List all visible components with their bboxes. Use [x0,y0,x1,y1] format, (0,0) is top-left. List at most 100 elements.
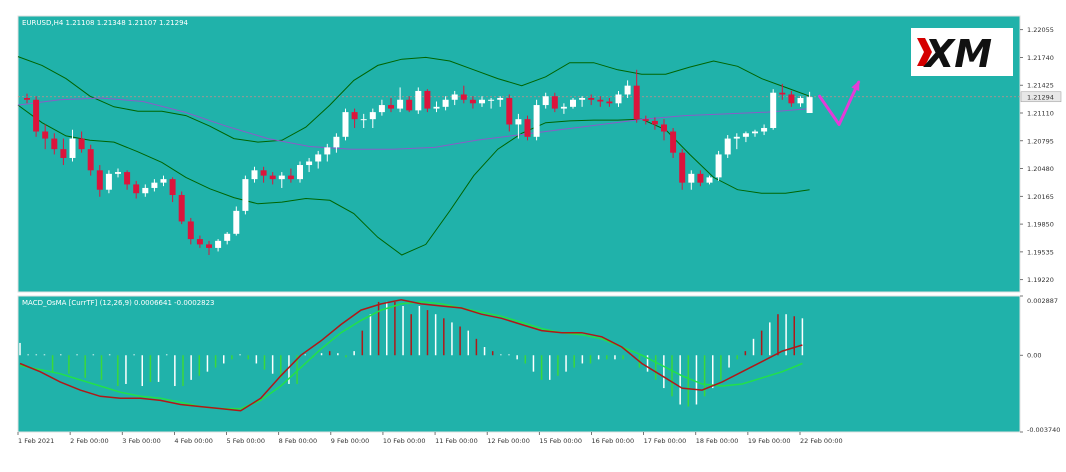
time-tick-label: 9 Feb 00:00 [331,437,370,445]
bull-candle [278,175,285,180]
bear-candle [133,184,140,194]
bear-candle [597,99,604,102]
bull-candle [297,165,303,180]
macd-marks [19,299,804,412]
bull-candle [488,99,495,101]
bull-candle [724,138,731,155]
time-tick-label: 5 Feb 00:00 [227,437,266,445]
bear-candle [60,149,67,158]
bear-candle [633,85,640,120]
time-tick-label: 2 Feb 00:00 [70,437,109,445]
time-tick-label: 3 Feb 00:00 [122,437,161,445]
bear-candle [670,131,677,153]
time-tick-label: 8 Feb 00:00 [279,437,318,445]
bull-candle [415,90,422,111]
time-tick-label: 17 Feb 00:00 [644,437,687,445]
symbol-label: EURUSD,H4 1.21108 1.21348 1.21107 1.2129… [22,19,189,27]
bull-candle [533,105,540,137]
bull-candle [497,98,504,100]
bull-candle [251,170,258,180]
bear-candle [87,149,94,171]
bull-candle [733,136,740,139]
macd-label: MACD_OsMA [CurrTF] (12,26,9) 0.0006641 -… [22,299,215,307]
bear-candle [269,175,276,180]
bear-candle [642,119,649,121]
time-tick-label: 4 Feb 00:00 [174,437,213,445]
bull-candle [105,173,112,190]
current-price-label: 1.21294 [1027,93,1054,101]
current-price-tag [1020,91,1062,103]
bear-candle [551,96,558,109]
bear-candle [506,98,513,125]
bear-candle [469,99,476,104]
bear-candle [187,221,194,240]
price-tick-label: 1.20795 [1027,137,1054,145]
bull-candle [233,210,240,234]
bull-candle [479,99,485,104]
bear-candle [33,99,40,132]
bear-candle [178,195,185,222]
bear-candle [351,112,358,120]
bear-candle [124,172,131,185]
price-panel-background [17,15,1021,293]
bull-candle [315,154,322,162]
bear-candle [24,98,30,100]
bear-candle [196,239,203,245]
time-tick-label: 15 Feb 00:00 [539,437,582,445]
price-tick-label: 1.20480 [1027,165,1054,173]
bear-candle [524,119,531,137]
bull-candle [397,99,404,109]
bull-candle [433,106,440,109]
time-tick-label: 11 Feb 00:00 [435,437,478,445]
bull-candle [715,154,722,178]
price-tick-label: 1.21110 [1027,109,1054,117]
price-tick-label: 1.19850 [1027,221,1054,229]
bull-candle [688,173,695,183]
xm-logo: XM [911,28,1013,76]
time-tick-label: 16 Feb 00:00 [591,437,634,445]
bull-candle [151,182,158,188]
bear-candle [388,105,394,109]
price-axis: 1.22055 1.21740 1.21425 1.21110 1.20795 1.204… [1020,26,1062,284]
forecast-arrow-head [851,80,860,92]
bull-candle [342,112,349,137]
bull-candle [306,161,313,166]
bull-candle [706,177,713,183]
bollinger-lower-band [17,104,810,256]
macd-panel[interactable]: MACD_OsMA [CurrTF] (12,26,9) 0.0006641 -… [17,295,1021,433]
price-tick-label: 1.21740 [1027,54,1054,62]
moving-average-line [17,97,810,150]
price-tick-label: 1.20165 [1027,193,1054,201]
bull-candle [442,99,449,107]
time-tick-label: 10 Feb 00:00 [383,437,426,445]
bull-candle [570,99,576,107]
bull-candle [215,240,222,248]
price-tick-label: 1.21425 [1027,82,1054,90]
bull-candle [624,85,631,95]
macd-tick-label: 0.002887 [1027,297,1058,305]
time-tick-label: 19 Feb 00:00 [748,437,791,445]
price-panel[interactable]: EURUSD,H4 1.21108 1.21348 1.21107 1.2129… [17,15,1021,293]
macd-tick-label: -0.003740 [1027,426,1060,434]
bull-candle [579,98,586,100]
price-marks [17,56,1020,256]
bull-candle [115,172,121,174]
bear-candle [460,94,467,100]
bull-candle [160,179,167,183]
signal-line [19,301,803,410]
price-tick-label: 1.22055 [1027,26,1054,34]
bear-candle [96,170,103,190]
macd-line [19,299,803,412]
time-tick-label: 12 Feb 00:00 [487,437,530,445]
bull-candle [797,98,804,104]
bear-candle [169,179,176,196]
bull-candle [761,127,768,132]
bollinger-upper-band [17,56,810,143]
bear-candle [260,170,267,176]
bear-candle [424,90,431,109]
bull-candle [770,92,777,128]
macd-tick-label: 0.00 [1027,352,1041,360]
bull-candle [451,94,458,100]
